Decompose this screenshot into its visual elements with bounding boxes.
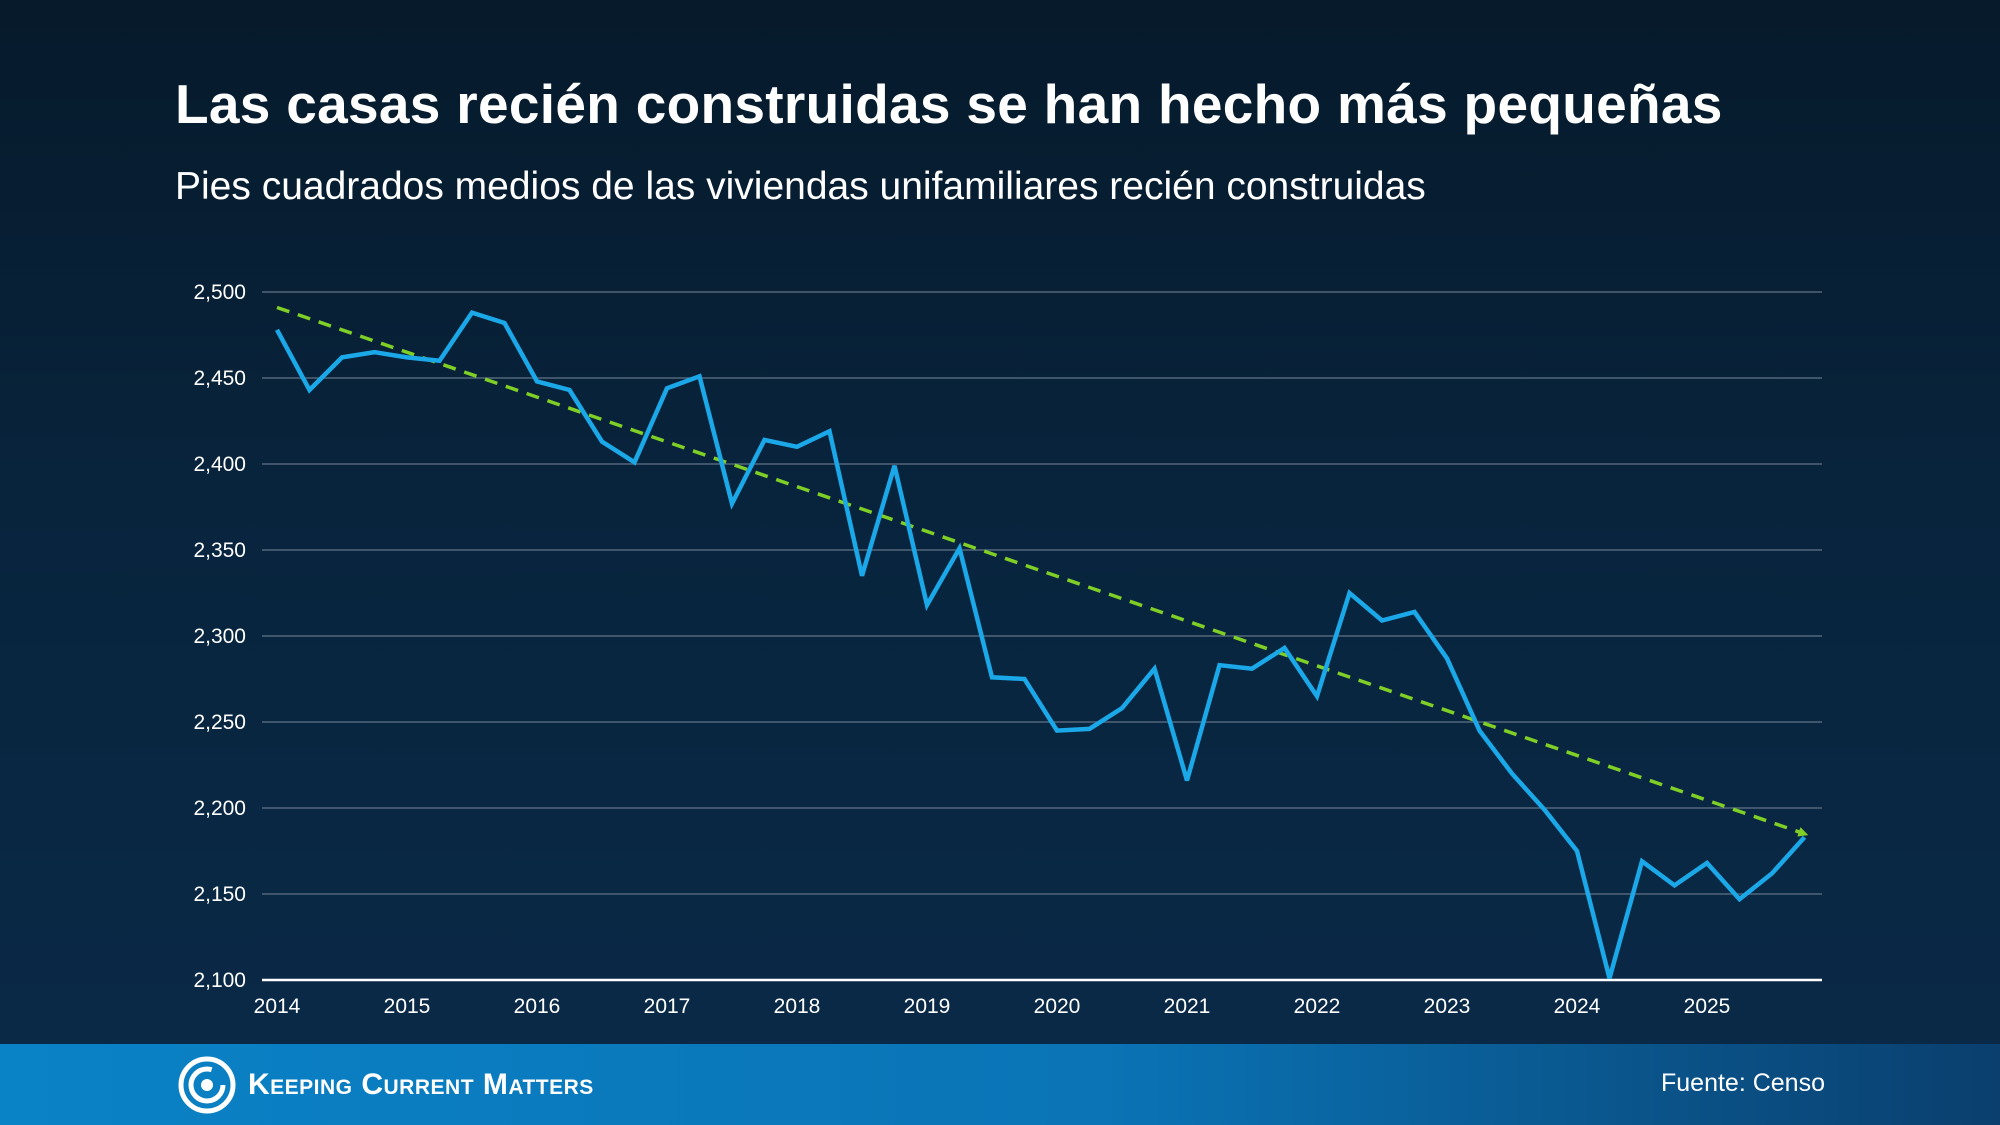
data-point: [532, 376, 542, 386]
data-point: [760, 435, 770, 445]
data-point: [1475, 726, 1485, 736]
data-point: [1280, 643, 1290, 653]
x-tick-label: 2014: [254, 995, 301, 1018]
data-point: [1637, 856, 1647, 866]
x-tick-label: 2016: [514, 995, 561, 1018]
y-tick-label: 2,350: [193, 539, 246, 562]
data-point: [1052, 726, 1062, 736]
footer-bar: Keeping Current Matters Fuente: Censo: [0, 1044, 2000, 1125]
y-tick-label: 2,200: [193, 797, 246, 820]
data-point: [565, 385, 575, 395]
y-tick-label: 2,400: [193, 453, 246, 476]
data-point: [370, 347, 380, 357]
data-point: [1572, 846, 1582, 856]
x-tick-label: 2015: [384, 995, 431, 1018]
data-point: [272, 325, 282, 335]
y-tick-label: 2,300: [193, 625, 246, 648]
data-point: [955, 543, 965, 553]
data-point: [1345, 588, 1355, 598]
x-tick-label: 2017: [644, 995, 691, 1018]
data-point: [1767, 868, 1777, 878]
chart-title: Las casas recién construidas se han hech…: [175, 73, 1723, 135]
data-point: [1442, 653, 1452, 663]
x-tick-label: 2020: [1034, 995, 1081, 1018]
data-point: [1800, 832, 1810, 842]
brand-logo[interactable]: Keeping Current Matters: [178, 1056, 594, 1114]
data-point: [630, 457, 640, 467]
y-tick-label: 2,150: [193, 883, 246, 906]
data-point: [402, 352, 412, 362]
data-point: [435, 356, 445, 366]
data-point: [500, 318, 510, 328]
x-tick-label: 2018: [774, 995, 821, 1018]
y-tick-label: 2,500: [193, 281, 246, 304]
data-point: [1410, 607, 1420, 617]
data-point: [467, 308, 477, 318]
data-point: [695, 371, 705, 381]
data-point: [792, 442, 802, 452]
data-point: [1085, 724, 1095, 734]
data-point: [1312, 691, 1322, 701]
x-tick-label: 2025: [1684, 995, 1731, 1018]
series-line: [275, 309, 1807, 979]
data-point: [1117, 703, 1127, 713]
chart-subtitle: Pies cuadrados medios de las viviendas u…: [175, 165, 1426, 208]
data-point: [727, 499, 737, 509]
data-point: [1182, 775, 1192, 785]
data-point: [922, 600, 932, 610]
data-point: [987, 672, 997, 682]
source-note: Fuente: Censo: [1661, 1069, 1825, 1097]
line-chart: 2,100 2,150 2,200 2,250 2,300 2,350 2,400 2,450…: [193, 281, 1822, 1018]
series-layer: [272, 305, 1810, 983]
x-tick-label: 2019: [904, 995, 951, 1018]
y-tick-label: 2,100: [193, 969, 246, 992]
y-tick-label: 2,450: [193, 367, 246, 390]
data-point: [662, 383, 672, 393]
data-point: [1377, 616, 1387, 626]
kcm-swirl-icon: [178, 1056, 236, 1114]
data-point: [1702, 858, 1712, 868]
data-point: [1605, 973, 1615, 983]
data-point: [825, 426, 835, 436]
brand-name: Keeping Current Matters: [248, 1068, 594, 1101]
data-point: [1215, 660, 1225, 670]
data-point: [1247, 664, 1257, 674]
x-tick-label: 2023: [1424, 995, 1471, 1018]
data-point: [1670, 880, 1680, 890]
data-point: [1020, 674, 1030, 684]
x-tick-label: 2021: [1164, 995, 1211, 1018]
data-point: [1507, 769, 1517, 779]
axes: 2,100 2,150 2,200 2,250 2,300 2,350 2,400 2,450…: [193, 281, 1822, 1018]
x-tick-label: 2022: [1294, 995, 1341, 1018]
data-point: [305, 385, 315, 395]
trend-line: [276, 305, 1809, 837]
x-tick-label: 2024: [1554, 995, 1601, 1018]
data-point: [597, 437, 607, 447]
data-point: [890, 461, 900, 471]
gridlines: [262, 291, 1822, 895]
data-point: [857, 571, 867, 581]
data-point: [337, 352, 347, 362]
data-point: [1150, 664, 1160, 674]
data-point: [1540, 805, 1550, 815]
y-tick-label: 2,250: [193, 711, 246, 734]
data-point: [1735, 894, 1745, 904]
